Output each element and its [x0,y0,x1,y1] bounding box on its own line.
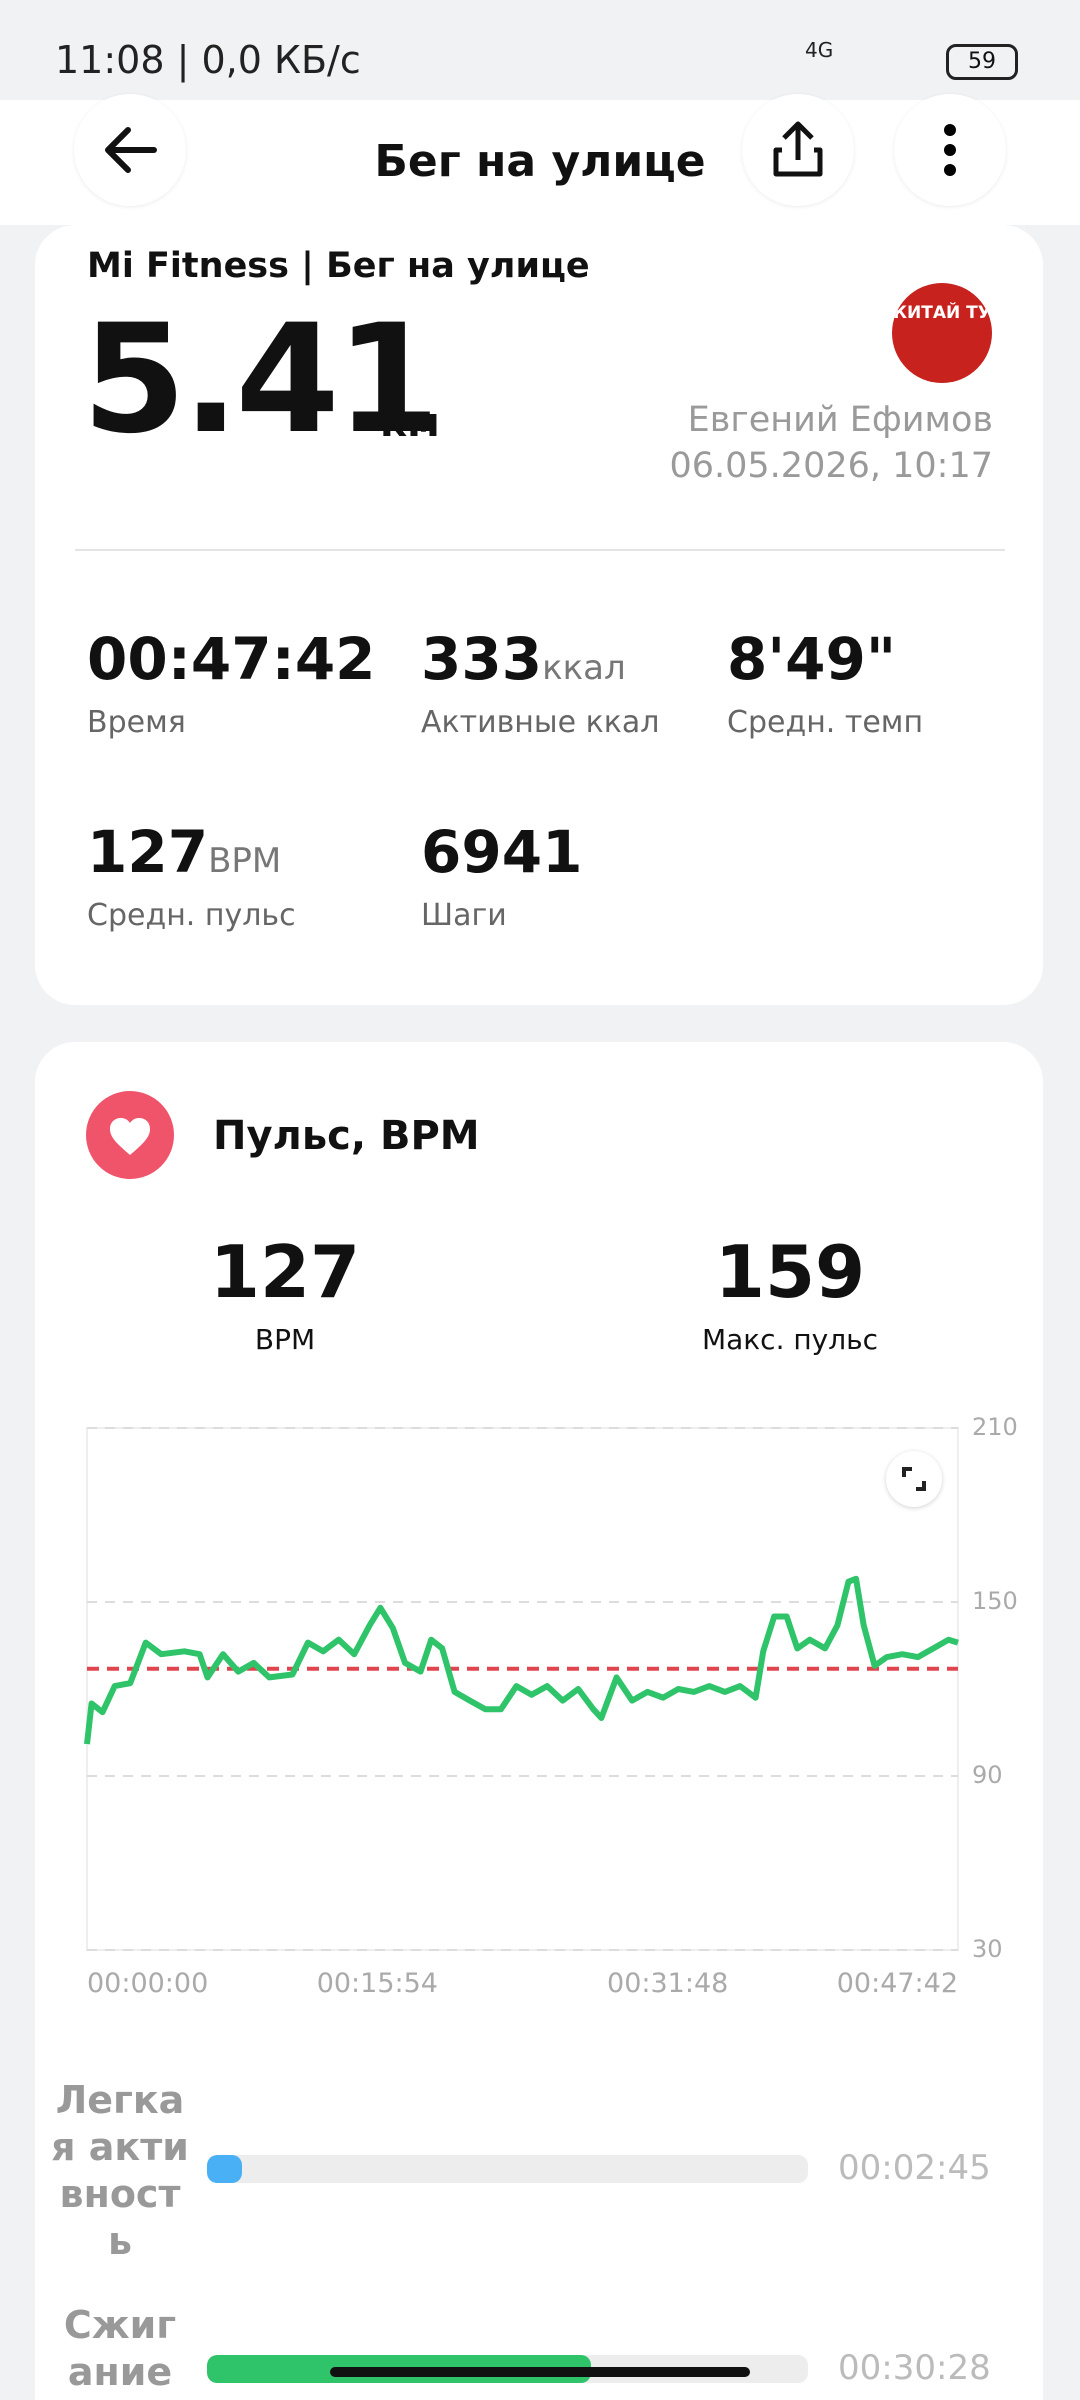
y-tick-label: 210 [972,1413,1018,1441]
expand-icon [902,1467,926,1491]
expand-button[interactable] [886,1451,942,1507]
zone-track [207,2155,808,2183]
distance: 5.41 [82,293,440,467]
stat-value: 6941 [421,818,583,886]
x-tick-label: 00:31:48 [607,1968,728,1999]
stat-unit: ккал [542,648,626,688]
avg-hr: 127 [209,1230,361,1314]
stat-value: 8'49" [727,625,897,693]
stat-value: 00:47:42 [87,625,376,693]
heart-icon [86,1091,174,1179]
battery: 59 [946,44,1018,80]
summary-card [35,225,1043,1005]
home-indicator [330,2367,750,2377]
user-name: Евгений Ефимов [687,400,993,440]
share-button[interactable] [742,94,854,206]
zone-time: 00:02:45 [838,2148,991,2188]
zone-time: 00:30:28 [838,2348,991,2388]
stat-label: Время [87,705,186,740]
x-tick-label: 00:15:54 [317,1968,438,1999]
distance-unit: км [380,400,440,446]
stat: 8'49" [727,625,896,693]
section-title: Пульс, BPM [213,1113,480,1159]
stat-value: 333 [421,625,543,693]
stat: 127BPM [87,818,281,886]
max-hr: 159 [714,1230,866,1314]
stat: 00:47:42 [87,625,376,693]
x-tick-label: 00:00:00 [87,1968,208,1999]
zone-bar [207,2155,242,2183]
stat-value: 127 [87,818,209,886]
back-button[interactable] [74,94,186,206]
hr-chart: 30 90 150 210 00:00:00 00:15:54 00:31:48 00:47:… [84,1413,1018,1999]
menu-button[interactable] [894,94,1006,206]
back-icon [105,127,157,173]
datetime: 06.05.2026, 10:17 [669,446,993,486]
hr-line [84,1575,959,1745]
avg-hr-label: BPM [254,1323,316,1356]
stat: 333ккал [421,625,626,693]
source: Mi Fitness | Бег на улице [87,246,590,286]
avatar: КИТАЙ ТУ [892,283,992,383]
share-icon [773,121,823,177]
zone-name: Легкая активность [51,2078,189,2263]
x-tick-label: 00:47:42 [837,1968,958,1999]
network: 4G [805,38,834,62]
status-time: 11:08 | 0,0 КБ/с [55,38,361,82]
stat-label: Средн. темп [727,705,924,740]
max-hr-label: Макс. пульс [701,1323,879,1356]
page-title: Бег на улице [374,136,706,187]
zone-name: Сжигание [63,2303,177,2394]
y-tick-label: 30 [972,1935,1003,1963]
stat-unit: BPM [208,841,282,881]
menu-icon [944,124,956,176]
stat-label: Активные ккал [421,705,660,740]
y-tick-label: 90 [972,1761,1003,1789]
divider [75,549,1005,551]
stat-label: Шаги [421,898,507,933]
y-tick-label: 150 [972,1587,1018,1615]
stat: 6941 [421,818,582,886]
stat-label: Средн. пульс [87,898,296,933]
